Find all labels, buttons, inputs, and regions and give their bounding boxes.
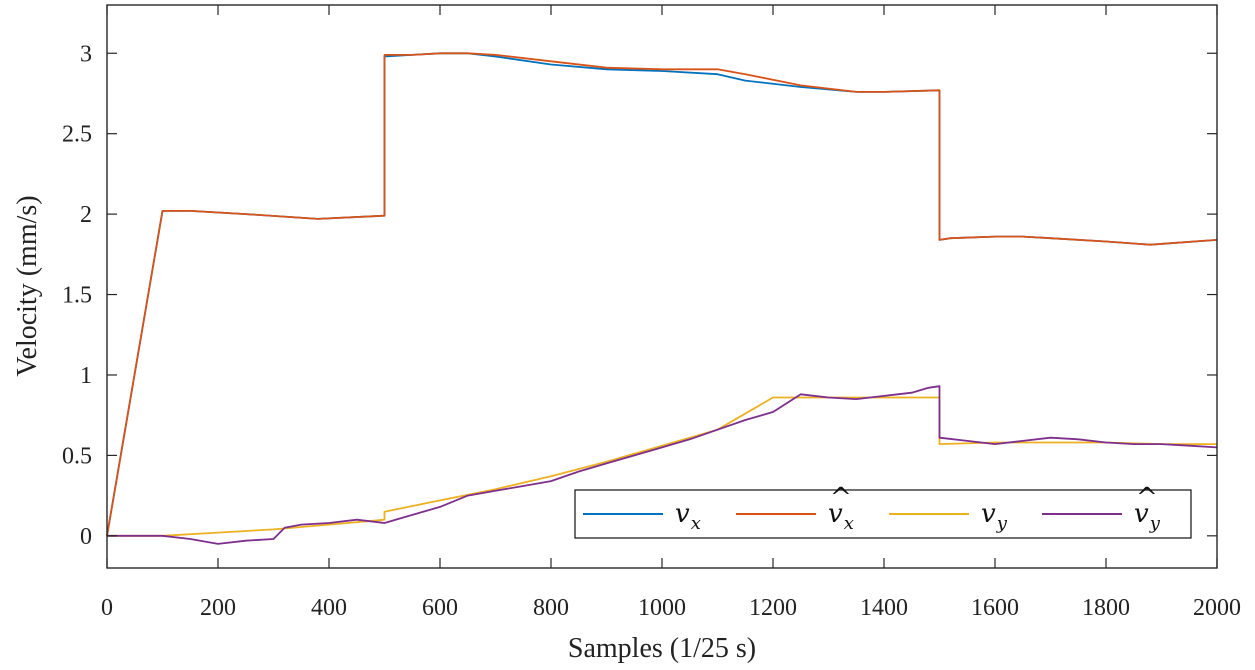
x-tick-label: 1600: [971, 595, 1019, 621]
x-tick-label: 1000: [638, 595, 686, 621]
y-tick-label: 0.5: [62, 443, 92, 469]
x-tick-label: 400: [311, 595, 347, 621]
x-axis-title: Samples (1/25 s): [568, 633, 756, 664]
series-line-4: [107, 385, 1218, 545]
y-axis-title: Velocity (mm/s): [12, 195, 43, 376]
series-layer: [106, 52, 1218, 545]
series-line-2: [106, 52, 1218, 536]
legend-entry-4: vy^: [1042, 483, 1161, 534]
x-tick-label: 2000: [1193, 595, 1241, 621]
x-tick-label: 1200: [749, 595, 797, 621]
y-tick-label: 2.5: [62, 122, 92, 148]
plot-area: [107, 5, 1217, 568]
legend-entry-2: vx^: [736, 483, 854, 534]
x-tick-label: 0: [101, 595, 113, 621]
y-tick-label: 1.5: [62, 283, 92, 309]
legend-hat-mark: ^: [1136, 483, 1158, 513]
y-tick-label: 2: [80, 202, 92, 228]
x-tick-label: 1800: [1082, 595, 1130, 621]
tick-layer: 0 200 400 600 800 1000 1200 1400 1600 1800 2000 0 0.…: [62, 5, 1241, 621]
legend: vx vx^vy vy^: [574, 483, 1192, 539]
legend-hat-mark: ^: [830, 483, 852, 513]
x-tick-label: 1400: [860, 595, 908, 621]
x-tick-label: 800: [533, 595, 569, 621]
y-tick-label: 0: [80, 524, 92, 550]
y-tick-label: 3: [80, 41, 92, 67]
x-tick-label: 600: [422, 595, 458, 621]
y-tick-label: 1: [80, 363, 92, 389]
x-tick-label: 200: [200, 595, 236, 621]
